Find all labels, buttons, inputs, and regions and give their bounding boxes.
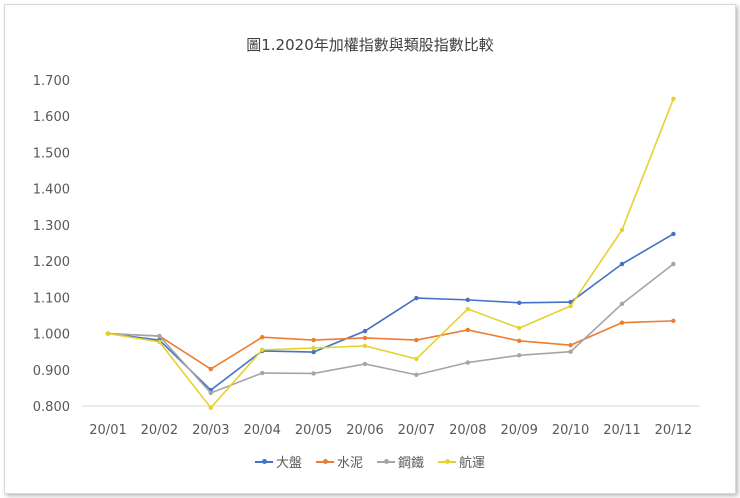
x-tick-label: 20/10 — [552, 423, 589, 438]
data-point — [465, 327, 470, 333]
data-point — [619, 261, 625, 267]
x-tick-label: 20/01 — [89, 423, 126, 438]
data-point — [208, 390, 213, 396]
x-tick-label: 20/05 — [295, 423, 332, 438]
data-point — [671, 261, 676, 267]
legend-swatch-icon — [315, 458, 334, 464]
legend-item: 水泥 — [315, 452, 363, 471]
y-tick-label: 1.200 — [33, 255, 70, 270]
x-tick-label: 20/02 — [141, 423, 178, 438]
y-tick-label: 1.000 — [33, 328, 70, 343]
data-point — [619, 301, 625, 307]
data-point — [465, 297, 470, 303]
data-point — [619, 227, 625, 233]
legend-item: 大盤 — [254, 452, 302, 471]
legend-swatch-icon — [377, 458, 395, 464]
x-tick-label: 20/09 — [500, 423, 537, 438]
data-point — [671, 318, 676, 324]
data-point — [208, 366, 213, 372]
x-tick-label: 20/03 — [192, 423, 229, 438]
series-line-水泥 — [107, 320, 674, 370]
y-tick-label: 1.700 — [33, 74, 70, 89]
y-tick-label: 0.800 — [33, 400, 70, 415]
data-point — [671, 96, 676, 102]
data-point — [362, 335, 368, 341]
data-point — [568, 303, 573, 309]
data-point — [362, 343, 368, 349]
data-point — [311, 349, 316, 355]
legend-item: 航運 — [438, 452, 485, 471]
y-tick-label: 1.300 — [33, 219, 70, 234]
data-point — [362, 328, 368, 334]
y-tick-label: 1.400 — [33, 183, 70, 198]
data-point — [311, 371, 316, 376]
y-tick-label: 0.900 — [33, 364, 70, 379]
series-line-大盤 — [107, 233, 674, 392]
x-tick-label: 20/07 — [398, 423, 435, 438]
data-point — [414, 372, 419, 378]
data-point — [517, 353, 522, 358]
legend-item: 鋼鐵 — [377, 452, 424, 471]
series-line-鋼鐵 — [107, 263, 674, 394]
legend-label: 水泥 — [336, 456, 363, 471]
data-point — [208, 405, 213, 411]
x-tick-label: 20/04 — [243, 423, 280, 438]
y-tick-label: 1.600 — [33, 110, 70, 125]
data-point — [568, 349, 573, 354]
data-point — [517, 300, 522, 305]
y-tick-label: 1.500 — [33, 146, 70, 161]
data-point — [465, 360, 470, 365]
x-tick-label: 20/12 — [655, 423, 692, 438]
data-point — [157, 339, 162, 345]
data-point — [260, 347, 265, 353]
legend: 大盤 水泥 鋼鐵 航運 — [0, 452, 740, 471]
data-point — [414, 356, 419, 362]
x-tick-label: 20/08 — [449, 423, 486, 438]
data-point — [362, 361, 368, 367]
data-point — [260, 370, 265, 376]
data-point — [568, 342, 573, 348]
legend-label: 大盤 — [275, 456, 302, 471]
data-point — [414, 337, 419, 343]
data-point — [671, 231, 676, 237]
legend-label: 航運 — [459, 456, 486, 471]
data-point — [157, 333, 162, 339]
data-point — [619, 320, 625, 325]
y-tick-label: 1.100 — [33, 291, 70, 306]
data-point — [311, 337, 316, 343]
data-point — [465, 306, 470, 312]
chart-title: 圖1.2020年加權指數與類股指數比較 — [246, 36, 494, 54]
legend-swatch-icon — [254, 458, 273, 464]
data-point — [105, 331, 111, 336]
series-line-航運 — [107, 98, 675, 410]
data-point — [414, 295, 419, 301]
data-point — [311, 345, 316, 351]
data-point — [260, 334, 265, 340]
x-tick-label: 20/06 — [346, 423, 383, 438]
x-tick-label: 20/11 — [603, 423, 640, 438]
data-point — [517, 325, 522, 331]
legend-label: 鋼鐵 — [398, 456, 425, 471]
chart-frame — [4, 4, 736, 494]
legend-swatch-icon — [438, 458, 457, 464]
data-point — [517, 338, 522, 343]
